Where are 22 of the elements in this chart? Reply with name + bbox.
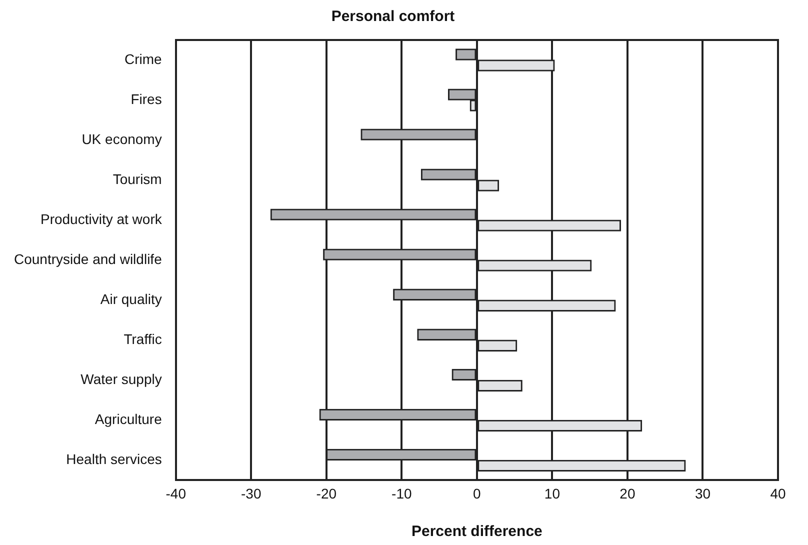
y-tick-label: Tourism [112, 170, 162, 187]
x-tick-label: -30 [241, 485, 262, 502]
y-tick-label: Agriculture [94, 411, 162, 428]
y-tick-label: Traffic [124, 330, 162, 347]
y-tick-label: Productivity at work [40, 210, 163, 227]
y-tick-label: UK economy [82, 130, 162, 147]
x-tick-label: -40 [166, 485, 186, 502]
chart-title: Personal comfort [331, 8, 455, 26]
y-tick-label: Fires [130, 90, 162, 107]
x-tick-label: 30 [694, 485, 711, 502]
y-tick-label: Countryside and wildlife [14, 250, 162, 267]
x-tick-label: 40 [770, 485, 786, 502]
y-tick-label: Crime [124, 50, 162, 67]
y-tick-label: Water supply [80, 371, 162, 388]
y-tick-label: Health services [66, 451, 162, 468]
y-tick-label: Air quality [100, 290, 162, 307]
x-tick-label: 10 [544, 485, 560, 502]
x-tick-label: 20 [620, 485, 636, 502]
x-axis-title: Percent difference [411, 523, 542, 540]
x-tick-label: -10 [392, 485, 412, 502]
x-tick-label: 0 [473, 485, 482, 502]
x-tick-label: -20 [316, 485, 337, 502]
